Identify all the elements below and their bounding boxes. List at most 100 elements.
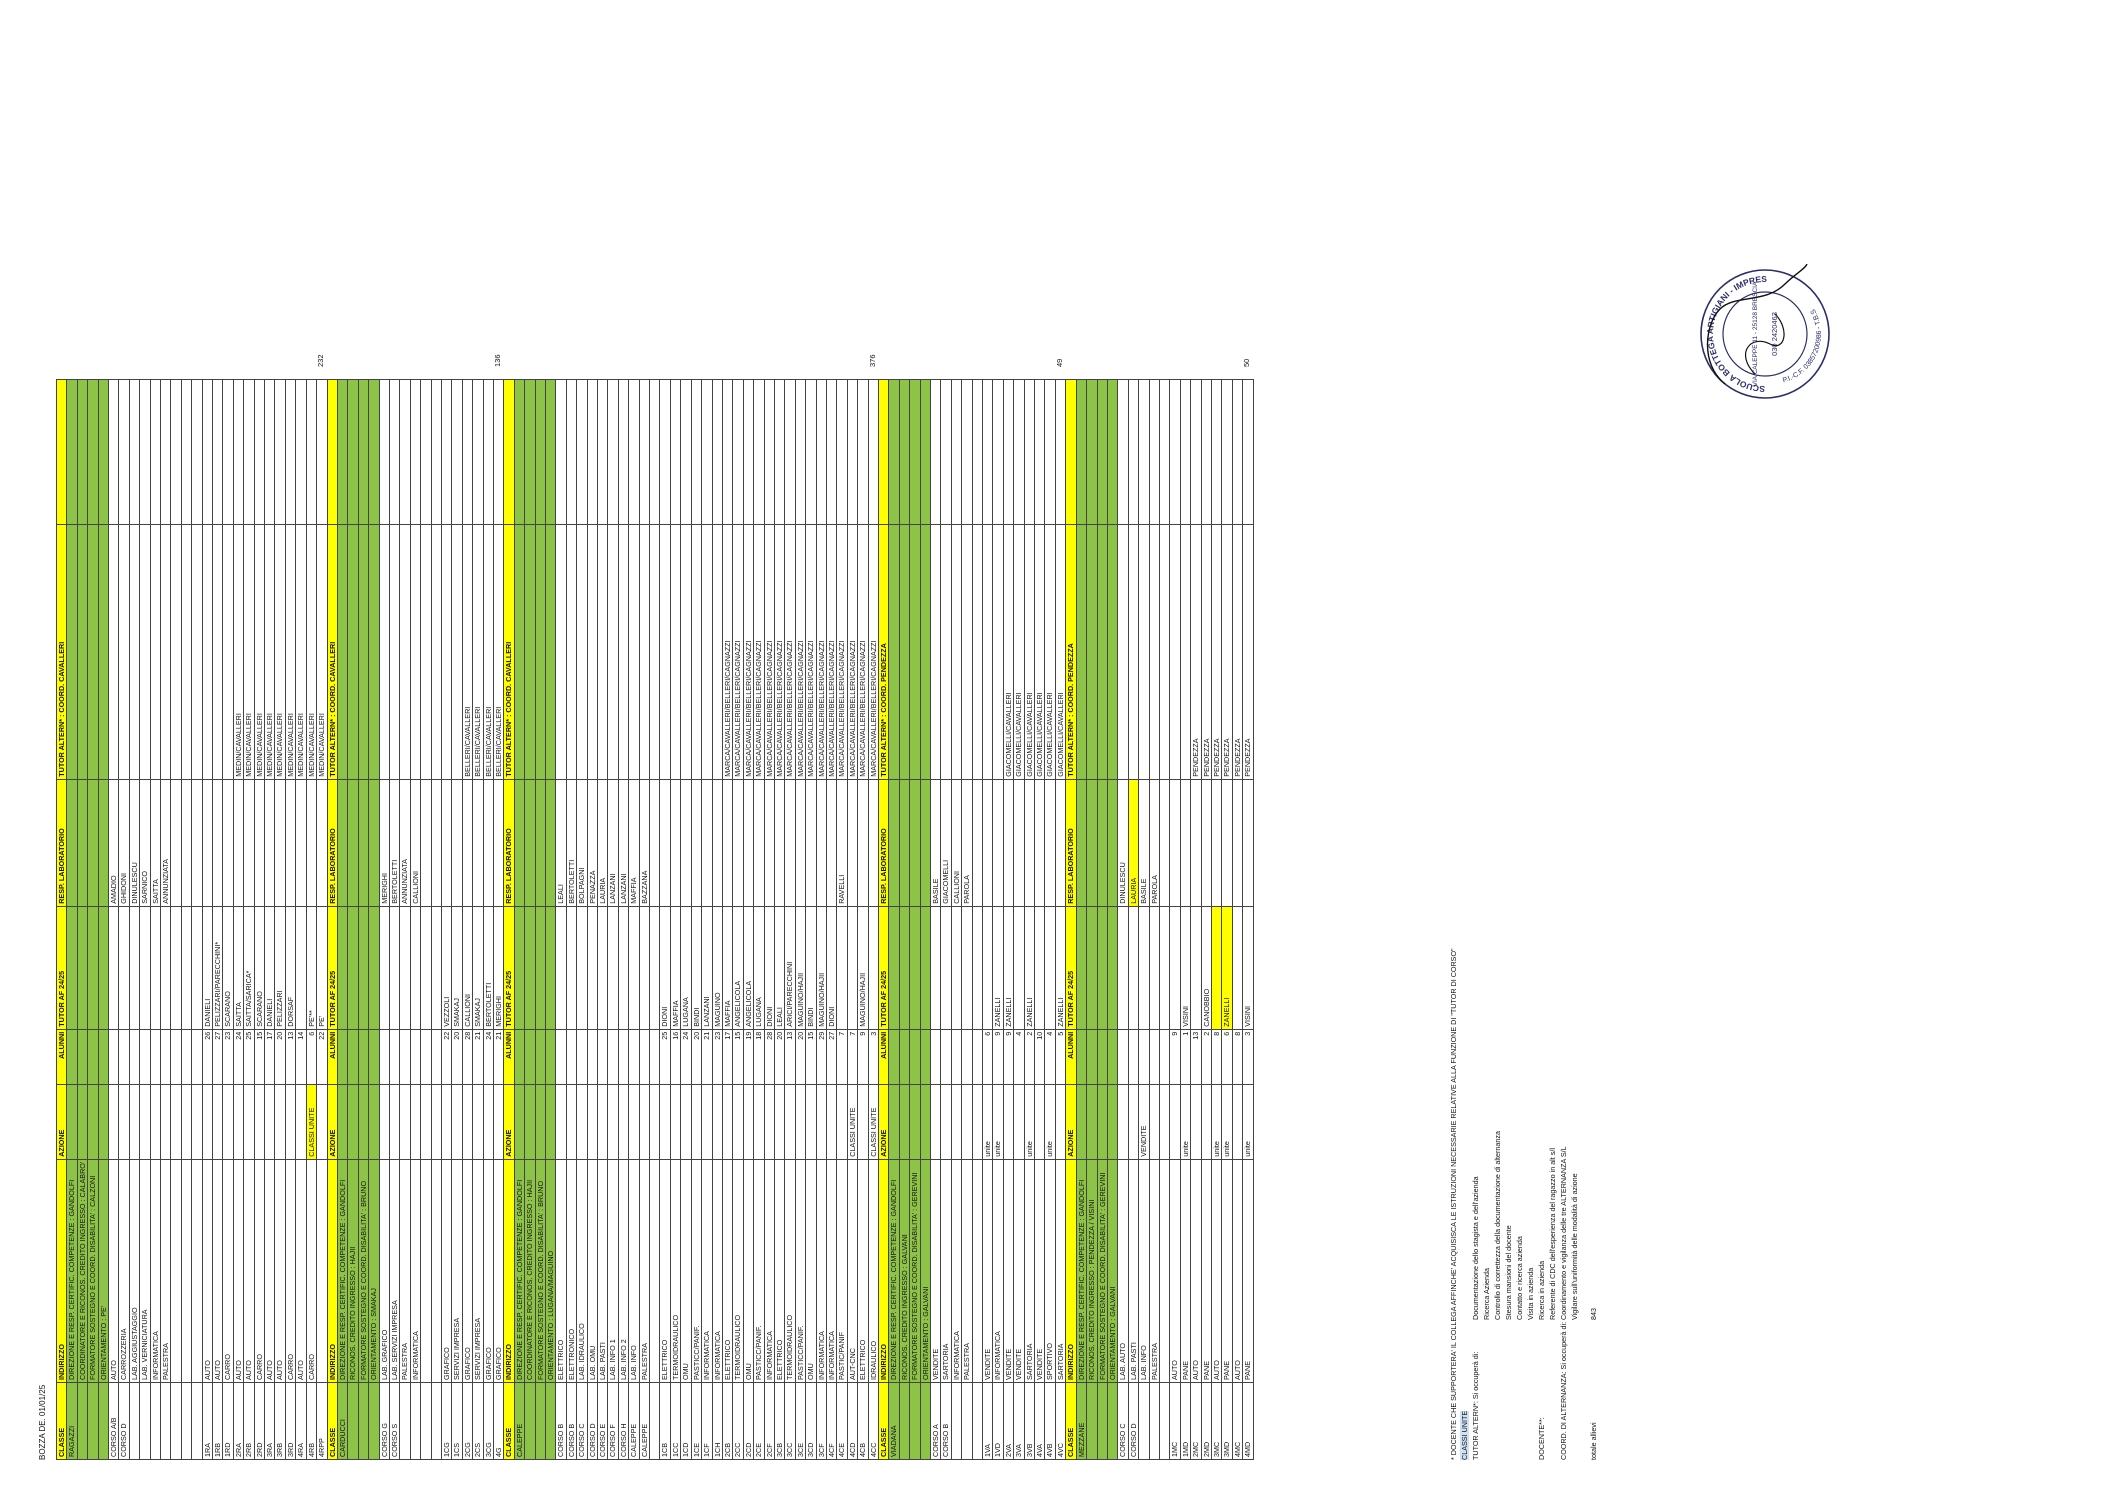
table-cell: COORDINATORE E RICONOS. CREDITO INGRESSO…: [77, 1159, 88, 1383]
table-cell: PALESTRA: [1149, 1159, 1160, 1383]
table-cell: LAURIA: [1128, 779, 1139, 907]
table-cell: [379, 1029, 390, 1085]
table-cell: [1003, 379, 1014, 525]
table-cell: [514, 1029, 525, 1085]
table-cell: [576, 524, 588, 780]
table-cell: SARTORIA: [1055, 1159, 1066, 1383]
table-cell: LAB. IDRAULICO: [576, 1159, 588, 1383]
table-cell: [670, 379, 681, 525]
table-row: 3CE PASTICC/PANIF. 20 MAGUINO/HAJII MARCA/CA…: [795, 379, 806, 1460]
table-cell: [254, 779, 265, 907]
table-row: 3RA AUTO 17 DANIELI MEDIN/CAVALLERI: [264, 379, 275, 1460]
table-cell: RICONOS. CREDITO INGRESSO : GALVANI: [899, 1159, 910, 1383]
table-cell: LAB. GRAFICO: [379, 1159, 390, 1383]
table-cell: [1221, 379, 1233, 525]
table-cell: [535, 524, 546, 780]
table-cell: [524, 379, 536, 525]
table-cell: [659, 524, 671, 780]
coord-label: COORD. DI ALTERNANZA: Si occuperà di:: [1559, 1321, 1568, 1460]
table-cell: [1201, 1084, 1212, 1160]
table-cell: CORSO C: [1117, 1382, 1129, 1460]
table-cell: [628, 906, 640, 1030]
table-cell: 1VD: [992, 1382, 1004, 1460]
table-cell: [951, 906, 962, 1030]
table-cell: [451, 779, 463, 907]
table-cell: TUTOR ALTERN* : COORD. PENDEZZA: [878, 524, 889, 780]
table-cell: [587, 379, 598, 525]
table-cell: [202, 379, 213, 525]
table-cell: [368, 779, 380, 907]
table-cell: [1138, 1382, 1150, 1460]
table-cell: 1MC: [1169, 1382, 1181, 1460]
table-cell: 1CS: [451, 1382, 463, 1460]
table-cell: [191, 1382, 203, 1460]
table-cell: [379, 906, 390, 1030]
table-cell: [795, 779, 806, 907]
table-cell: CARDUCCI: [337, 1382, 348, 1460]
table-cell: [87, 1029, 99, 1085]
table-cell: MEDIN/CAVALLERI: [254, 524, 265, 780]
table-cell: [607, 379, 619, 525]
table-cell: 20: [795, 1029, 806, 1085]
table-cell: [618, 524, 629, 780]
table-cell: 15: [254, 1029, 265, 1085]
table-cell: [181, 379, 192, 525]
table-cell: [139, 379, 151, 525]
table-cell: TUTOR ALTERN* : COORD. CAVALLERI: [56, 524, 67, 780]
table-cell: [98, 1084, 109, 1160]
table-cell: [659, 1084, 671, 1160]
table-cell: [972, 379, 983, 525]
table-cell: [285, 779, 296, 907]
table-cell: [524, 1382, 536, 1460]
section-info-row: ORIENTAMENTO : SMAKAJ: [368, 379, 380, 1460]
table-cell: [389, 906, 400, 1030]
table-cell: [118, 1084, 130, 1160]
table-cell: 3: [1242, 1029, 1254, 1085]
table-cell: [691, 524, 702, 780]
table-cell: [399, 379, 411, 525]
table-cell: [1044, 379, 1056, 525]
table-cell: 4RA: [295, 1382, 307, 1460]
table-cell: [1190, 1084, 1202, 1160]
table-cell: [66, 524, 78, 780]
table-cell: DIREZIONE E RESP. CERTIFIC. COMPETENZE :…: [337, 1159, 348, 1383]
table-cell: [410, 1029, 421, 1085]
table-cell: [1013, 906, 1025, 1030]
table-cell: [139, 906, 151, 1030]
table-cell: SCARANO: [254, 906, 265, 1030]
table-cell: SCARANO: [222, 906, 234, 1030]
table-cell: [1107, 524, 1118, 780]
table-cell: [1044, 906, 1056, 1030]
table-cell: 23: [222, 1029, 234, 1085]
section-info-row: RICONOS. CREDITO INGRESSO : PENDEZZA / V…: [1086, 379, 1098, 1460]
table-cell: [566, 1029, 577, 1085]
table-cell: [1034, 906, 1045, 1030]
table-cell: VENDITE: [1003, 1159, 1014, 1383]
table-cell: INFORMATICA: [410, 1159, 421, 1383]
table-cell: 2CB: [722, 1382, 733, 1460]
table-cell: [431, 379, 442, 525]
table-cell: [170, 1159, 182, 1383]
table-cell: MARCA/CAVALLERI/BELLERI/CAGNAZZI: [816, 524, 827, 780]
table-cell: [1117, 906, 1129, 1030]
table-row: CORSO S LAB. SERVIZI IMPRESA BERTOLETTI: [389, 379, 400, 1460]
table-cell: [545, 906, 556, 1030]
table-cell: unite: [1242, 1084, 1254, 1160]
duty-item: Visita in azienda: [1526, 1267, 1535, 1320]
table-cell: BERTOLETTI: [389, 779, 400, 907]
table-cell: [431, 1159, 442, 1383]
table-cell: [1034, 379, 1045, 525]
table-cell: GIACOMELLI/CAVALLERI: [1024, 524, 1035, 780]
table-cell: DANIELI: [264, 906, 275, 1030]
table-cell: LAB. VERNICIATURA: [139, 1159, 151, 1383]
table-cell: 1MD: [1180, 1382, 1191, 1460]
table-cell: 1RA: [202, 1382, 213, 1460]
table-cell: [857, 379, 869, 525]
table-cell: [1086, 524, 1098, 780]
table-row: 2RB AUTO 25 SAITTA/SARICA* MEDIN/CAVALLERI: [243, 379, 255, 1460]
table-cell: [909, 906, 921, 1030]
table-cell: ALUNNI: [56, 1029, 67, 1085]
table-cell: ALUNNI: [327, 1029, 338, 1085]
table-cell: [816, 779, 827, 907]
table-cell: DIREZIONE E RESP. CERTIFIC. COMPETENZE :…: [66, 1159, 78, 1383]
